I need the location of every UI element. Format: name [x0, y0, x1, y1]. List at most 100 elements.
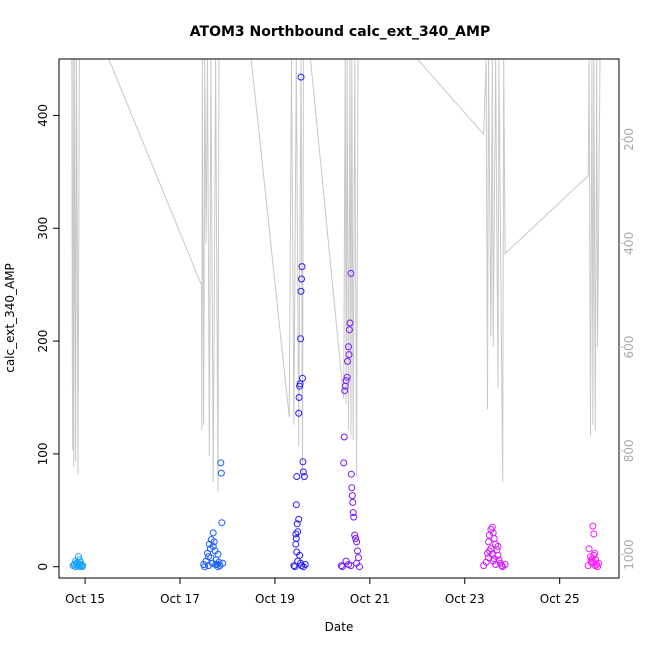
data-point — [350, 513, 358, 521]
data-point — [297, 287, 305, 295]
data-point — [205, 562, 212, 570]
data-point — [344, 357, 351, 365]
data-point — [299, 374, 306, 382]
data-point — [343, 373, 351, 381]
data-point — [300, 473, 308, 480]
secondary-trace-layer — [71, 59, 601, 493]
data-point — [490, 555, 498, 563]
data-point — [214, 550, 222, 558]
data-point — [301, 561, 309, 568]
y-axis-label: calc_ext_340_AMP — [3, 263, 17, 373]
data-point — [588, 555, 596, 563]
x-tick-label: Oct 15 — [65, 592, 105, 606]
data-point — [212, 561, 220, 568]
data-point — [292, 530, 300, 538]
data-point — [349, 509, 357, 517]
data-point — [501, 561, 509, 568]
data-point — [484, 549, 491, 557]
right-y-tick-label: 1000 — [622, 539, 636, 570]
y-tick-label: 400 — [36, 104, 50, 127]
x-tick-label: Oct 17 — [160, 592, 200, 606]
data-point — [485, 538, 492, 546]
x-axis-label: Date — [325, 620, 354, 634]
data-point — [347, 562, 355, 570]
data-point — [349, 498, 357, 506]
data-point — [494, 542, 502, 550]
data-point — [299, 468, 307, 476]
data-point — [219, 559, 227, 567]
data-point — [342, 377, 350, 385]
data-point — [589, 522, 597, 530]
data-point — [297, 73, 305, 81]
data-point — [292, 501, 300, 509]
data-point — [490, 535, 498, 542]
x-tick-label: Oct 23 — [445, 592, 485, 606]
data-point — [298, 275, 305, 283]
secondary-trace-line — [71, 59, 601, 493]
data-point — [209, 542, 217, 550]
data-point — [298, 263, 306, 271]
data-point — [340, 433, 348, 441]
data-point — [590, 530, 598, 538]
x-tick-label: Oct 25 — [540, 592, 580, 606]
data-point — [217, 459, 225, 467]
data-point — [218, 519, 226, 527]
data-point — [291, 563, 299, 571]
y-tick-label: 0 — [36, 563, 50, 571]
right-y-tick-label: 400 — [622, 232, 636, 255]
points-layer — [69, 73, 603, 571]
data-point — [293, 520, 301, 528]
right-y-tick-label: 200 — [622, 128, 636, 151]
y-axis: 0 100 200 300 400 — [36, 104, 59, 571]
data-point — [293, 473, 301, 480]
data-point — [294, 528, 302, 536]
data-point — [488, 550, 496, 558]
data-point — [296, 551, 304, 559]
chart-title: ATOM3 Northbound calc_ext_340_AMP — [190, 24, 490, 40]
data-point — [338, 563, 346, 571]
data-point — [351, 531, 359, 539]
x-axis: Oct 15 Oct 17 Oct 19 Oct 21 Oct 23 Oct 25 — [65, 577, 580, 606]
data-point — [348, 492, 356, 500]
data-point — [296, 380, 304, 388]
y-tick-label: 100 — [36, 442, 50, 465]
data-point — [209, 529, 217, 537]
data-point — [348, 484, 356, 492]
data-point — [585, 545, 593, 553]
data-point — [295, 515, 303, 523]
data-point — [295, 394, 303, 401]
data-point — [214, 563, 222, 571]
data-point — [205, 553, 212, 561]
y-tick-label: 200 — [36, 330, 50, 353]
data-point — [595, 559, 603, 567]
data-point — [355, 563, 363, 571]
data-point — [355, 554, 362, 562]
data-point — [292, 535, 300, 542]
x-tick-label: Oct 21 — [350, 592, 390, 606]
data-point — [299, 563, 307, 571]
data-point — [295, 409, 303, 417]
data-point — [340, 459, 348, 467]
data-point — [74, 558, 81, 566]
y-tick-label: 300 — [36, 217, 50, 240]
right-y-tick-label: 800 — [622, 439, 636, 462]
data-point — [297, 335, 305, 343]
data-point — [345, 326, 353, 334]
data-point — [201, 563, 209, 571]
plot-frame — [58, 58, 620, 579]
data-point — [217, 469, 225, 477]
data-point — [346, 319, 354, 327]
data-point — [347, 470, 355, 478]
right-y-axis: 200 400 600 800 1000 — [619, 128, 636, 570]
data-point — [299, 458, 307, 466]
right-y-tick-label: 600 — [622, 336, 636, 359]
data-point — [347, 269, 355, 277]
data-point — [354, 547, 361, 555]
data-point — [292, 540, 300, 548]
data-point — [590, 551, 598, 559]
data-point — [345, 343, 352, 351]
data-point — [290, 562, 298, 570]
data-point — [341, 387, 349, 395]
